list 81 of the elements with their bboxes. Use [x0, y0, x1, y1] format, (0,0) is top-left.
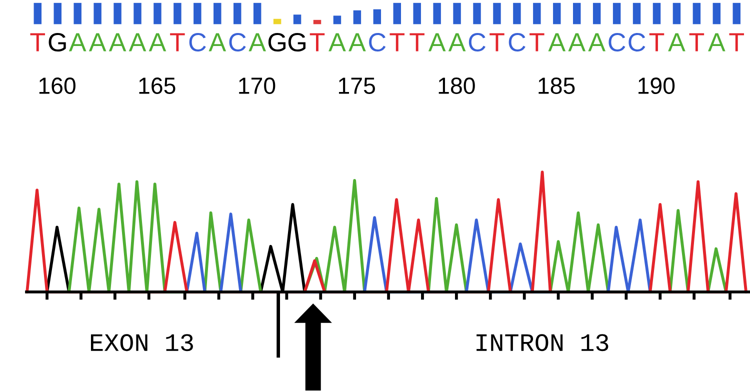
bar [233, 2, 242, 24]
x-tick-label: T [689, 33, 704, 51]
bar [214, 2, 222, 24]
x-tick-label: A [328, 33, 346, 51]
x-tick-label: A [108, 33, 126, 51]
x-tick-label: 180 [438, 77, 475, 94]
x-tick-label: A [668, 33, 686, 51]
x-tick-label: 170 [239, 77, 276, 94]
x-tick-label: T [649, 33, 664, 51]
bar [573, 2, 581, 24]
bar [393, 2, 401, 24]
bar [353, 10, 362, 24]
bar [373, 9, 382, 24]
x-tick-label: T [410, 33, 424, 51]
bar [34, 2, 42, 24]
x-tick-label: T [30, 33, 46, 51]
x-tick-label: T [170, 33, 185, 51]
bar [273, 18, 282, 24]
x-tick-label: 175 [338, 78, 375, 94]
bar [114, 2, 122, 24]
text: EXON 13 [90, 334, 193, 351]
text: INTRON 13 [476, 334, 608, 351]
bar [712, 2, 721, 24]
x-tick-label: 160 [39, 77, 76, 94]
x-tick-label: A [348, 33, 366, 51]
x-tick-label: C [189, 32, 206, 52]
bar [293, 14, 302, 24]
bar [413, 2, 421, 24]
x-tick-label: 165 [139, 77, 176, 94]
x-tick-label: 185 [538, 77, 575, 94]
bar [74, 2, 82, 24]
bar [134, 2, 142, 24]
bar [94, 2, 102, 24]
x-tick-label: A [128, 33, 146, 51]
bar [553, 2, 561, 24]
x-tick-label: A [248, 33, 266, 51]
x-tick-label: T [390, 33, 404, 51]
x-tick-label: T [310, 33, 325, 51]
bar [54, 2, 62, 24]
x-tick-label: G [268, 32, 286, 52]
x-tick-label: C [508, 32, 526, 52]
x-tick-label: A [148, 33, 166, 51]
x-tick-label: A [548, 33, 566, 51]
bar [253, 2, 262, 24]
bar [333, 15, 342, 24]
x-tick-label: C [229, 32, 246, 52]
bar [493, 2, 501, 24]
bar [433, 2, 441, 24]
x-tick-label: G [288, 32, 306, 52]
bar [692, 2, 701, 24]
bar [533, 2, 541, 24]
bar [513, 2, 521, 24]
bar [453, 2, 461, 24]
x-tick-label: C [468, 32, 486, 52]
x-tick-label: G [48, 32, 66, 52]
bar [174, 2, 182, 24]
x-tick-label: T [729, 33, 744, 51]
bar [672, 2, 681, 24]
bar [732, 2, 740, 24]
bar [313, 20, 322, 24]
bar [632, 2, 641, 24]
x-tick-label: C [608, 32, 626, 52]
bar [473, 2, 481, 24]
x-tick-label: A [568, 33, 586, 51]
x-tick-label: A [448, 33, 466, 51]
bar [194, 2, 202, 24]
x-tick-label: A [88, 33, 106, 51]
x-tick-label: A [68, 33, 86, 51]
x-tick-label: A [428, 33, 446, 51]
x-tick-label: A [208, 33, 226, 51]
bar [154, 2, 162, 24]
x-tick-label: C [369, 32, 386, 52]
x-tick-label: A [708, 33, 726, 51]
x-tick-label: 190 [638, 77, 675, 94]
bar [652, 2, 661, 24]
bar [612, 2, 621, 24]
x-tick-label: T [530, 33, 544, 51]
x-tick-label: A [588, 33, 606, 51]
x-tick-label: T [490, 33, 504, 51]
x-tick-label: C [628, 32, 646, 52]
bar [592, 2, 601, 24]
